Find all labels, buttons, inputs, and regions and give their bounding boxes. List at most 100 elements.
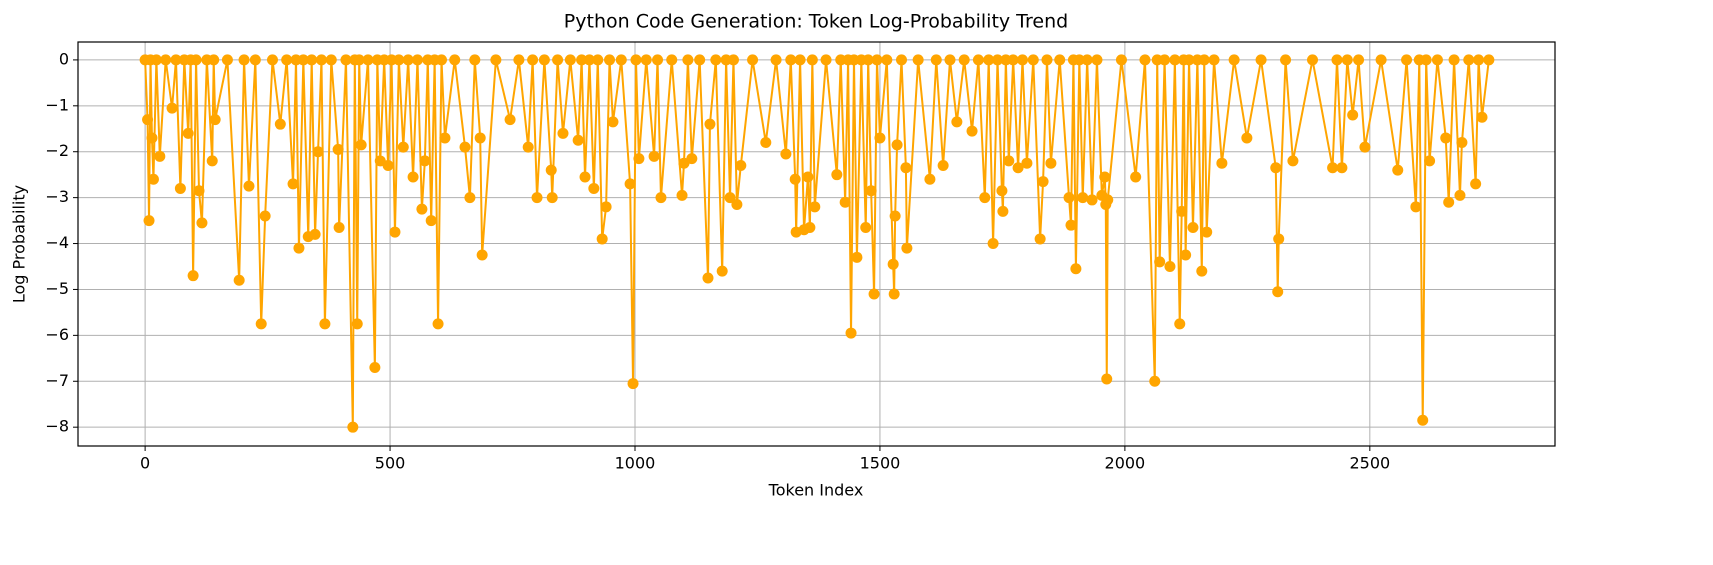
point bbox=[727, 54, 739, 66]
point bbox=[1139, 54, 1151, 66]
point bbox=[464, 192, 476, 204]
point bbox=[627, 378, 639, 390]
point bbox=[513, 54, 525, 66]
x-tick-label: 500 bbox=[375, 454, 406, 473]
point bbox=[860, 221, 872, 233]
point bbox=[937, 159, 949, 171]
point bbox=[871, 54, 883, 66]
point bbox=[425, 215, 437, 227]
point bbox=[1073, 54, 1085, 66]
point bbox=[1174, 318, 1186, 330]
point bbox=[233, 274, 245, 286]
point bbox=[576, 54, 588, 66]
point bbox=[411, 54, 423, 66]
point bbox=[596, 233, 608, 245]
point bbox=[1115, 54, 1127, 66]
point bbox=[476, 249, 488, 261]
y-tick-label: −6 bbox=[45, 325, 69, 344]
point bbox=[972, 54, 984, 66]
point bbox=[789, 173, 801, 185]
point bbox=[1327, 162, 1339, 174]
point bbox=[1287, 155, 1299, 167]
point bbox=[839, 196, 851, 208]
point bbox=[1034, 233, 1046, 245]
point bbox=[389, 226, 401, 238]
point bbox=[966, 125, 978, 137]
point bbox=[820, 54, 832, 66]
point bbox=[1463, 54, 1475, 66]
y-axis-label: Log Probability bbox=[10, 185, 29, 303]
point bbox=[1086, 194, 1098, 206]
point bbox=[504, 114, 516, 126]
point bbox=[552, 54, 564, 66]
point bbox=[1130, 171, 1142, 183]
point bbox=[397, 141, 409, 153]
point bbox=[1102, 194, 1114, 206]
point bbox=[809, 201, 821, 213]
point bbox=[1099, 171, 1111, 183]
point bbox=[545, 164, 557, 176]
point bbox=[309, 228, 321, 240]
point bbox=[676, 189, 688, 201]
point bbox=[1417, 414, 1429, 426]
y-tick-label: −7 bbox=[45, 371, 69, 390]
point bbox=[1401, 54, 1413, 66]
point bbox=[1375, 54, 1387, 66]
point bbox=[1307, 54, 1319, 66]
x-axis-label: Token Index bbox=[768, 481, 864, 500]
point bbox=[996, 185, 1008, 197]
point bbox=[865, 185, 877, 197]
point bbox=[209, 114, 221, 126]
point bbox=[1341, 54, 1353, 66]
point bbox=[572, 134, 584, 146]
point bbox=[1228, 54, 1240, 66]
y-tick-label: −3 bbox=[45, 187, 69, 206]
point bbox=[1045, 157, 1057, 169]
point bbox=[1443, 196, 1455, 208]
point bbox=[901, 242, 913, 254]
point bbox=[770, 54, 782, 66]
point bbox=[1016, 54, 1028, 66]
point bbox=[319, 318, 331, 330]
point bbox=[1420, 54, 1432, 66]
point bbox=[333, 221, 345, 233]
point bbox=[604, 54, 616, 66]
point bbox=[196, 217, 208, 229]
x-tick-label: 2500 bbox=[1349, 454, 1390, 473]
point bbox=[1353, 54, 1365, 66]
point bbox=[1273, 233, 1285, 245]
point bbox=[794, 54, 806, 66]
point bbox=[1336, 162, 1348, 174]
point bbox=[259, 210, 271, 222]
point bbox=[716, 265, 728, 277]
point bbox=[266, 54, 278, 66]
point bbox=[1081, 54, 1093, 66]
point bbox=[702, 272, 714, 284]
point bbox=[615, 54, 627, 66]
point bbox=[1054, 54, 1066, 66]
point bbox=[979, 192, 991, 204]
point bbox=[704, 118, 716, 130]
point bbox=[281, 54, 293, 66]
point bbox=[874, 132, 886, 144]
point bbox=[694, 54, 706, 66]
point bbox=[987, 238, 999, 250]
point bbox=[355, 139, 367, 151]
point bbox=[287, 178, 299, 190]
point bbox=[531, 192, 543, 204]
point bbox=[351, 318, 363, 330]
point bbox=[1169, 54, 1181, 66]
point bbox=[432, 318, 444, 330]
point bbox=[583, 54, 595, 66]
point bbox=[845, 327, 857, 339]
point bbox=[564, 54, 576, 66]
point bbox=[393, 54, 405, 66]
point bbox=[416, 203, 428, 215]
point bbox=[1183, 54, 1195, 66]
point bbox=[1216, 157, 1228, 169]
point bbox=[895, 54, 907, 66]
point bbox=[735, 159, 747, 171]
point bbox=[851, 251, 863, 263]
y-tick-label: −1 bbox=[45, 95, 69, 114]
point bbox=[1021, 157, 1033, 169]
